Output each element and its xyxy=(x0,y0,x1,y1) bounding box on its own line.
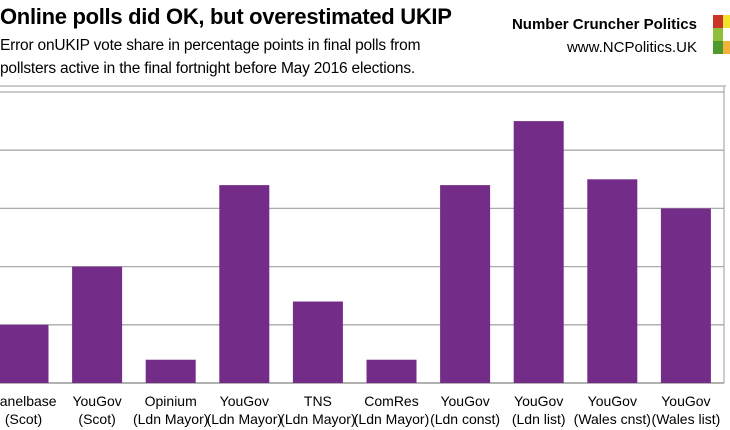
x-tick-label: ComRes xyxy=(364,393,418,409)
chart-subtitle-line2: pollsters active in the final fortnight … xyxy=(0,60,416,77)
bar xyxy=(292,301,343,383)
x-tick-label: (Ldn Mayor) xyxy=(354,411,429,427)
brand-url: www.NCPolitics.UK xyxy=(566,39,697,56)
x-tick-label: TNS xyxy=(304,393,332,409)
brand-name: Number Cruncher Politics xyxy=(511,16,697,33)
x-tick-label: YouGov xyxy=(661,393,710,409)
bar xyxy=(219,185,270,383)
logo-square xyxy=(713,28,723,41)
logo-square xyxy=(723,41,730,54)
x-tick-label: (Ldn Mayor) xyxy=(207,411,282,427)
logo-square xyxy=(713,15,723,28)
x-tick-label: (Ldn Mayor) xyxy=(280,411,355,427)
x-tick-label: YouGov xyxy=(514,393,563,409)
bar xyxy=(145,359,196,383)
x-tick-label: YouGov xyxy=(72,393,121,409)
x-tick-label: YouGov xyxy=(588,393,637,409)
x-tick-label: (Ldn Mayor) xyxy=(133,411,208,427)
x-tick-label: (Wales cnst) xyxy=(574,411,651,427)
x-tick-label: Opinium xyxy=(145,393,197,409)
bar xyxy=(440,185,491,383)
x-tick-label: (Ldn const) xyxy=(430,411,500,427)
logo-square xyxy=(713,41,723,54)
bar xyxy=(72,266,123,383)
x-tick-label: (Scot) xyxy=(5,411,42,427)
x-tick-label: (Ldn list) xyxy=(512,411,566,427)
x-tick-label: YouGov xyxy=(440,393,489,409)
x-tick-label: YouGov xyxy=(220,393,269,409)
x-tick-label: (Scot) xyxy=(78,411,115,427)
x-tick-label: Panelbase xyxy=(0,393,57,409)
bar xyxy=(513,121,564,383)
chart-title: Online polls did OK, but overestimated U… xyxy=(0,4,452,29)
brand-logo xyxy=(713,15,730,55)
bar xyxy=(587,179,638,383)
bar xyxy=(660,208,711,383)
chart-subtitle-line1: Error onUKIP vote share in percentage po… xyxy=(0,37,421,54)
logo-square xyxy=(723,15,730,28)
bar xyxy=(0,324,49,383)
x-tick-label: (Wales list) xyxy=(652,411,721,427)
bar xyxy=(366,359,417,383)
